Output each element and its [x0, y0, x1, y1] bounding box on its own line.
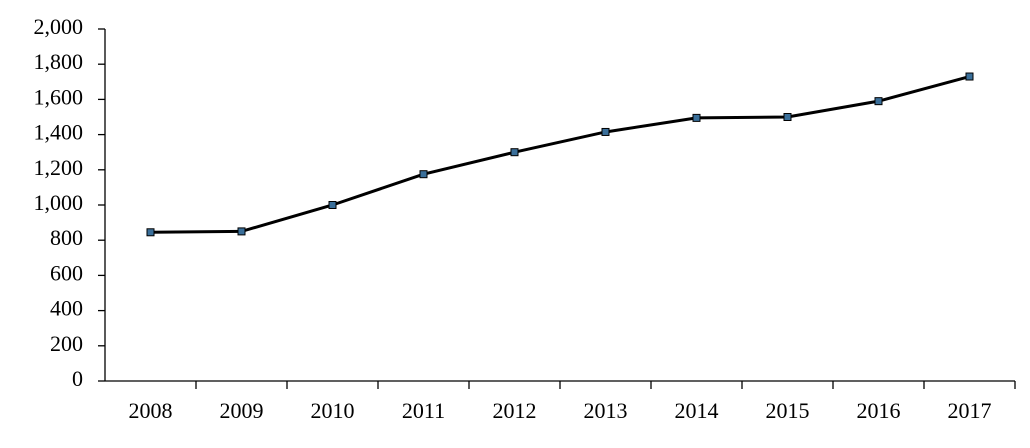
x-tick-label: 2011	[402, 398, 445, 423]
line	[150, 75, 970, 234]
x-tick-label: 2017	[948, 398, 992, 423]
marker	[601, 127, 610, 136]
marker	[965, 72, 974, 81]
y-tick-label: 400	[50, 296, 83, 321]
y-tick-label: 2,000	[34, 14, 84, 39]
marker	[328, 201, 337, 209]
marker	[783, 113, 792, 121]
y-tick-label: 0	[72, 366, 83, 391]
y-tick-label: 800	[50, 225, 83, 250]
marker	[146, 228, 155, 237]
x-tick-label: 2009	[220, 398, 264, 423]
y-tick-label: 200	[50, 331, 83, 356]
marker	[510, 148, 519, 157]
x-tick-label: 2013	[584, 398, 628, 423]
x-tick-label: 2016	[857, 398, 901, 423]
y-tick-label: 1,400	[34, 120, 84, 145]
y-tick-label: 1,200	[34, 155, 84, 180]
marker	[237, 227, 246, 236]
y-tick-label: 600	[50, 260, 83, 285]
marker	[874, 97, 883, 106]
marker	[419, 170, 428, 179]
y-tick-label: 1,000	[34, 190, 84, 215]
x-tick-label: 2012	[493, 398, 537, 423]
x-tick-label: 2010	[311, 398, 355, 423]
marker	[692, 113, 701, 122]
y-tick-label: 1,600	[34, 84, 84, 109]
y-tick-label: 1,800	[34, 49, 84, 74]
x-tick-label: 2014	[675, 398, 719, 423]
x-tick-label: 2015	[766, 398, 810, 423]
x-tick-label: 2008	[129, 398, 173, 423]
